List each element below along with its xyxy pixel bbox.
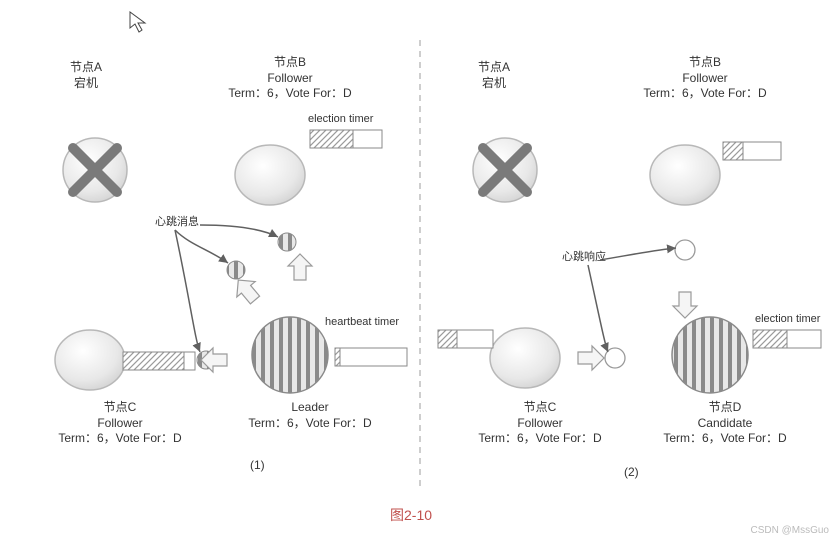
- panel1-number: (1): [250, 458, 265, 474]
- resp-curve-1: [588, 265, 608, 352]
- panel2-number: (2): [624, 465, 639, 481]
- resp-curve-2: [600, 248, 676, 260]
- p2-timer-b: [723, 142, 781, 160]
- p2-election-timer-label: election timer: [755, 313, 820, 325]
- p2-heartbeat-label: 心跳响应: [562, 248, 606, 264]
- p1-nodeC-title: 节点C Follower Term：6，Vote For：D: [40, 400, 200, 447]
- hb-curve-3: [200, 225, 278, 237]
- node-d-leader: [252, 317, 328, 393]
- p2-nodeC-title: 节点C Follower Term：6，Vote For：D: [460, 400, 620, 447]
- hb-curve-1: [175, 230, 228, 263]
- p2-open-arrow-right: [578, 346, 604, 370]
- watermark: CSDN @MssGuo: [751, 525, 830, 536]
- p2-open-arrow-down: [673, 292, 697, 318]
- p1-heartbeat-label: 心跳消息: [155, 213, 199, 229]
- hb-msg-2: [278, 233, 296, 251]
- node-b: [235, 145, 305, 205]
- resp-msg-1: [675, 240, 695, 260]
- panel-1: [55, 130, 407, 393]
- p2-node-a: [473, 138, 537, 202]
- p1-heartbeat-timer-label: heartbeat timer: [325, 316, 399, 328]
- p2-node-d: [672, 317, 748, 393]
- timer-c: [123, 352, 195, 370]
- figure-caption: 图2-10: [390, 505, 432, 525]
- heartbeat-timer-d: [335, 348, 407, 366]
- p1-nodeB-title: 节点B Follower Term：6，Vote For：D: [210, 55, 370, 102]
- cursor-icon: [130, 12, 145, 32]
- hb-msg-1: [227, 261, 245, 279]
- p2-timer-c: [438, 330, 493, 348]
- node-c: [55, 330, 125, 390]
- p2-election-timer-d: [753, 330, 821, 348]
- p2-nodeD-title: 节点D Candidate Term：6，Vote For：D: [640, 400, 810, 447]
- p2-nodeB-title: 节点B Follower Term：6，Vote For：D: [625, 55, 785, 102]
- p2-node-b: [650, 145, 720, 205]
- p1-nodeD-title: Leader Term：6，Vote For：D: [225, 400, 395, 431]
- p1-nodeA-title: 节点A宕机: [70, 60, 102, 91]
- p2-nodeA-title: 节点A宕机: [478, 60, 510, 91]
- open-arrow-2: [288, 254, 312, 280]
- election-timer-b: [310, 130, 382, 148]
- hb-curve-2: [175, 230, 200, 352]
- p2-node-c: [490, 328, 560, 388]
- p1-election-timer-label: election timer: [308, 113, 373, 125]
- node-a: [63, 138, 127, 202]
- panel-2: [438, 138, 821, 393]
